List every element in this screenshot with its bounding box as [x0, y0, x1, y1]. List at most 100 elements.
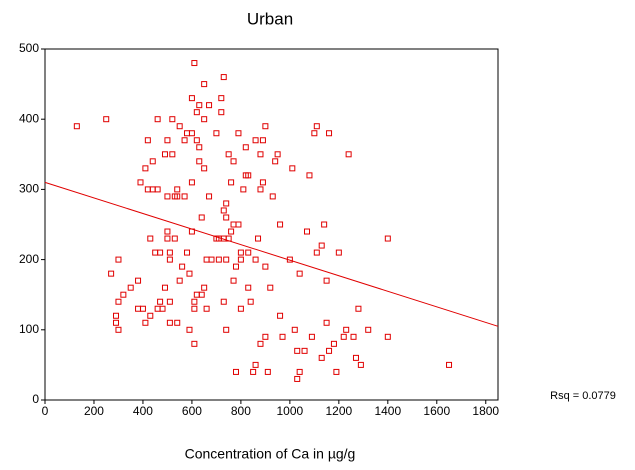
point: [333, 368, 340, 375]
point: [277, 221, 284, 228]
point: [326, 130, 333, 137]
point: [166, 256, 173, 263]
point: [186, 270, 193, 277]
point: [142, 319, 149, 326]
point: [188, 130, 195, 137]
point: [223, 200, 230, 207]
point: [196, 144, 203, 151]
point: [113, 319, 120, 326]
point: [230, 221, 237, 228]
y-tick-label: 400: [19, 111, 39, 125]
point: [188, 95, 195, 102]
point: [220, 207, 227, 214]
point: [208, 256, 215, 263]
point: [135, 305, 142, 312]
point: [144, 186, 151, 193]
point: [232, 263, 239, 270]
point: [279, 333, 286, 340]
point: [365, 326, 372, 333]
point: [218, 109, 225, 116]
point: [201, 81, 208, 88]
point: [220, 298, 227, 305]
point: [323, 277, 330, 284]
point: [171, 235, 178, 242]
point: [259, 137, 266, 144]
point: [277, 312, 284, 319]
point: [161, 284, 168, 291]
point: [174, 319, 181, 326]
point: [291, 326, 298, 333]
point: [262, 333, 269, 340]
x-tick-label: 200: [84, 404, 104, 418]
point: [232, 368, 239, 375]
point: [223, 214, 230, 221]
point: [228, 179, 235, 186]
point: [218, 95, 225, 102]
point: [103, 116, 110, 123]
point: [250, 368, 257, 375]
y-tick-label: 100: [19, 322, 39, 336]
x-tick-label: 800: [231, 404, 251, 418]
point: [357, 361, 364, 368]
point: [384, 333, 391, 340]
point: [220, 74, 227, 81]
annotation: Rsq = 0.0779: [550, 390, 616, 402]
point: [198, 214, 205, 221]
point: [235, 130, 242, 137]
point: [230, 158, 237, 165]
point: [108, 270, 115, 277]
point: [206, 193, 213, 200]
point: [228, 228, 235, 235]
point: [340, 333, 347, 340]
point: [147, 235, 154, 242]
point: [174, 186, 181, 193]
point: [154, 186, 161, 193]
point: [191, 305, 198, 312]
point: [191, 340, 198, 347]
point: [135, 277, 142, 284]
point: [191, 298, 198, 305]
point: [176, 123, 183, 130]
point: [225, 151, 232, 158]
point: [154, 116, 161, 123]
point: [181, 193, 188, 200]
point: [181, 137, 188, 144]
point: [245, 172, 252, 179]
point: [294, 375, 301, 382]
point: [301, 347, 308, 354]
point: [446, 361, 453, 368]
point: [174, 193, 181, 200]
point: [164, 137, 171, 144]
point: [321, 221, 328, 228]
point: [166, 319, 173, 326]
point: [343, 326, 350, 333]
point: [345, 151, 352, 158]
point: [198, 291, 205, 298]
point: [157, 298, 164, 305]
point: [272, 158, 279, 165]
point: [157, 249, 164, 256]
point: [223, 256, 230, 263]
point: [330, 340, 337, 347]
x-tick-label: 0: [42, 404, 49, 418]
x-tick-label: 1600: [423, 404, 450, 418]
point: [259, 179, 266, 186]
y-tick-label: 0: [32, 392, 39, 406]
point: [169, 116, 176, 123]
point: [296, 368, 303, 375]
point: [184, 249, 191, 256]
point: [115, 326, 122, 333]
point: [147, 312, 154, 319]
point: [166, 249, 173, 256]
point: [139, 305, 146, 312]
point: [235, 221, 242, 228]
point: [201, 165, 208, 172]
point: [318, 354, 325, 361]
point: [176, 277, 183, 284]
point: [306, 172, 313, 179]
point: [179, 263, 186, 270]
point: [267, 284, 274, 291]
point: [237, 249, 244, 256]
point: [137, 179, 144, 186]
